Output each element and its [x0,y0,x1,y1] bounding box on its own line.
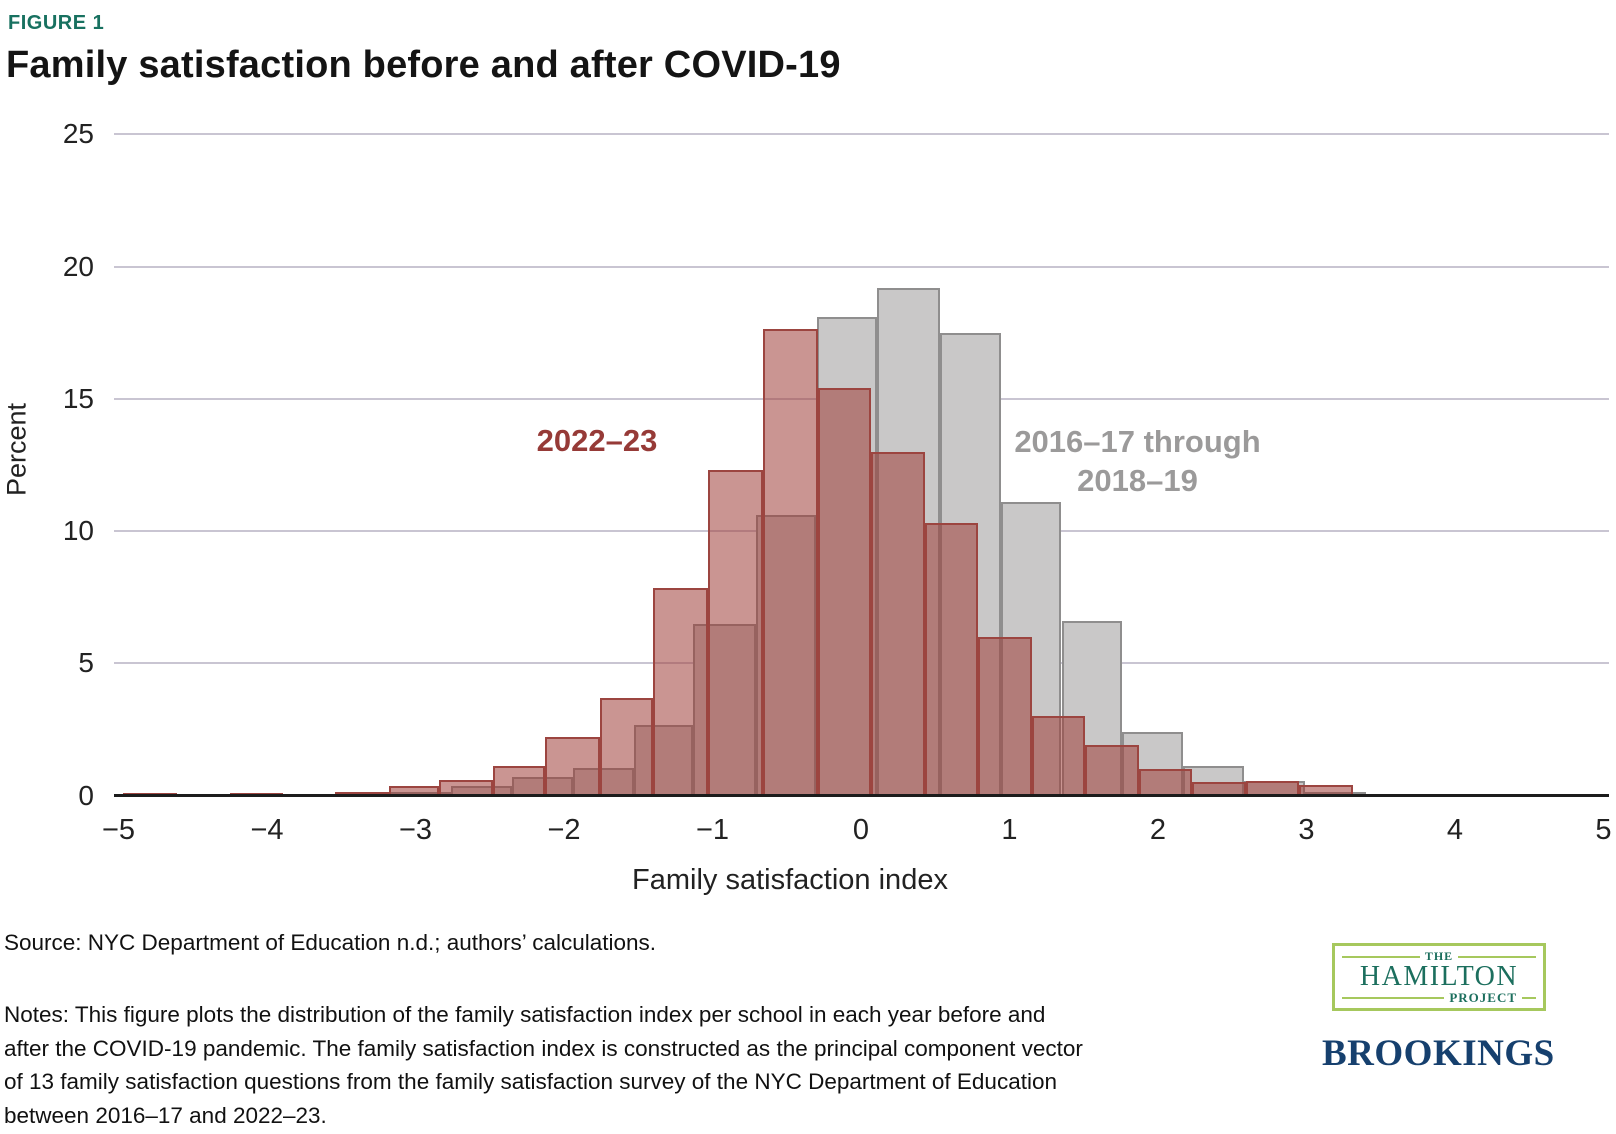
y-tick-label-15: 15 [62,382,94,414]
histogram-bar-2022-23 [817,388,872,796]
hamilton-project-text: PROJECT [1449,990,1517,1005]
hamilton-rule-bottom [1342,997,1445,999]
notes-text: Notes: This figure plots the distributio… [4,998,1314,1132]
notes-line: Notes: This figure plots the distributio… [4,1002,1046,1027]
y-tick-label-20: 20 [62,250,94,282]
x-tick-label--2: −2 [547,814,581,846]
x-tick-label--4: −4 [250,814,284,846]
y-tick-label-25: 25 [62,118,94,150]
x-tick-label-4: 4 [1446,814,1464,846]
notes-line: between 2016–17 and 2022–23. [4,1102,327,1128]
x-tick-label--3: −3 [398,814,433,846]
histogram-bar-2022-23 [1138,769,1193,796]
x-tick-label--1: −1 [695,814,730,846]
legend-label-2022-23: 2022–23 [536,423,658,458]
hamilton-rule-bottom-short [1522,997,1536,999]
x-tick-label-3: 3 [1298,814,1315,846]
histogram-bar-2022-23 [708,470,763,796]
legend-label-2016-19: 2016–17 through 2018–19 [1010,422,1265,500]
histogram-bar-2022-23 [544,737,600,796]
hamilton-logo-bottom-row: PROJECT [1342,990,1536,1006]
notes-line: of 13 family satisfaction questions from… [4,1069,1057,1094]
histogram-bar-2022-23 [763,328,818,796]
hamilton-rule-right [1458,955,1536,958]
y-tick-label-5: 5 [78,647,94,679]
y-tick-label-0: 0 [78,779,94,811]
histogram-bar-2022-23 [1245,781,1300,796]
notes-line: after the COVID-19 pandemic. The family … [4,1035,1083,1061]
histogram-bar-2022-23 [1085,745,1139,796]
histogram-bar-2022-23 [1031,716,1086,796]
hamilton-the-text: THE [1424,949,1454,963]
histogram-bar-2022-23 [492,766,545,796]
histogram-bar-2022-23 [335,791,389,796]
x-tick-label-1: 1 [1001,814,1018,846]
legend-label-2016-19-line1: 2016–17 through [1014,424,1261,459]
histogram-bar-2022-23 [871,451,925,796]
histogram-bar-2022-23 [1299,784,1353,796]
legend-label-2016-19-line2: 2018–19 [1077,463,1198,498]
brookings-logo: BROOKINGS [1322,1033,1555,1074]
hamilton-project-logo: THE HAMILTON PROJECT [1332,943,1546,1011]
source-text: Source: NYC Department of Education n.d.… [4,930,657,955]
histogram-bar-2022-23 [653,587,708,796]
figure-tag: FIGURE 1 [8,12,105,34]
histogram-bar-2022-23 [439,779,493,796]
histogram-bar-2022-23 [388,786,440,796]
histogram-bar-2022-23 [1192,782,1246,796]
histogram-bar-2022-23 [599,697,654,796]
x-tick-label-2: 2 [1149,814,1167,846]
y-axis-label: Percent [1,402,32,497]
x-tick-label-5: 5 [1595,814,1612,846]
hamilton-rule-left [1342,955,1420,958]
page-title: Family satisfaction before and after COV… [6,44,841,86]
hamilton-wordmark: HAMILTON [1359,961,1519,992]
gridline-25 [114,133,1609,136]
y-tick-label-10: 10 [62,515,94,546]
hamilton-logo-top-row: THE [1342,949,1536,964]
x-axis-line [114,794,1609,797]
histogram-bar-2022-23 [924,523,979,796]
x-tick-label-0: 0 [852,814,870,846]
gridline-20 [114,265,1609,268]
x-axis-label: Family satisfaction index [632,864,948,896]
histogram-bar-2022-23 [978,636,1032,796]
x-tick-label--5: −5 [101,814,136,846]
